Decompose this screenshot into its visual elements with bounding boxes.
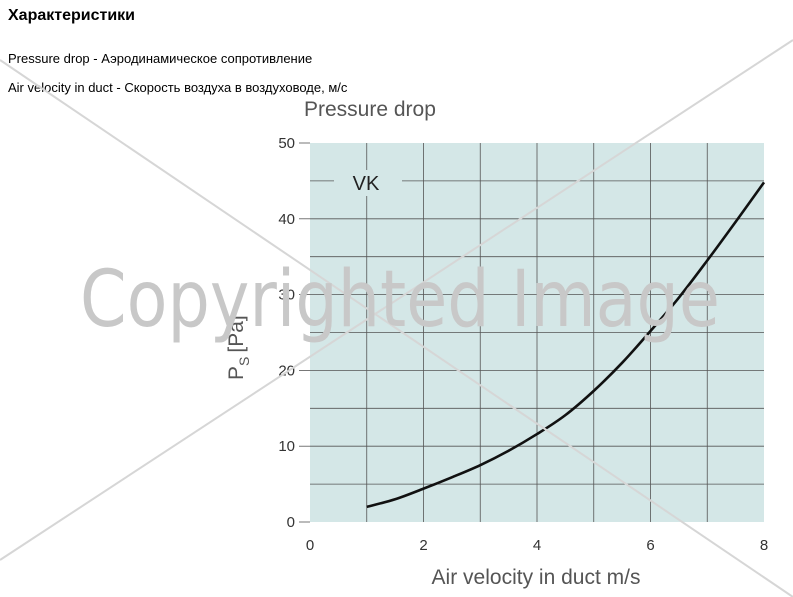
watermark-cross-lines bbox=[0, 39, 793, 597]
y-axis-title-main: P bbox=[225, 366, 248, 380]
legend-pressure-drop-text: Pressure drop - Аэродинамическое сопроти… bbox=[8, 51, 313, 66]
y-tick-label: 40 bbox=[278, 211, 295, 228]
y-tick-label: 10 bbox=[278, 438, 295, 455]
x-tick-label: 2 bbox=[419, 537, 427, 554]
y-axis-title-subscript: S bbox=[236, 357, 252, 366]
watermark-line bbox=[0, 39, 793, 561]
y-tick-label: 30 bbox=[278, 287, 295, 304]
y-tick-label: 0 bbox=[287, 514, 295, 531]
page-heading: Характеристики bbox=[8, 7, 136, 24]
y-tick-label: 50 bbox=[278, 135, 295, 152]
series-label-background bbox=[334, 170, 402, 196]
y-axis-title-unit: [Pa] bbox=[225, 315, 248, 352]
watermark-text: Copyrighted Image bbox=[80, 255, 720, 345]
x-axis-title: Air velocity in duct m/s bbox=[432, 566, 641, 589]
y-axis-title: PS [Pa] bbox=[225, 315, 252, 380]
watermark-line bbox=[0, 59, 793, 597]
x-tick-label: 4 bbox=[533, 537, 541, 554]
x-tick-labels: 0 2 4 6 8 bbox=[306, 537, 768, 554]
series-line-vk bbox=[366, 181, 766, 509]
series-label-vk: VK bbox=[353, 173, 380, 195]
legend-air-velocity-text: Air velocity in duct - Скорость воздуха … bbox=[8, 80, 348, 95]
x-tick-label: 8 bbox=[760, 537, 768, 554]
chart-title: Pressure drop bbox=[304, 98, 436, 121]
x-tick-label: 0 bbox=[306, 537, 314, 554]
x-tick-label: 6 bbox=[646, 537, 654, 554]
